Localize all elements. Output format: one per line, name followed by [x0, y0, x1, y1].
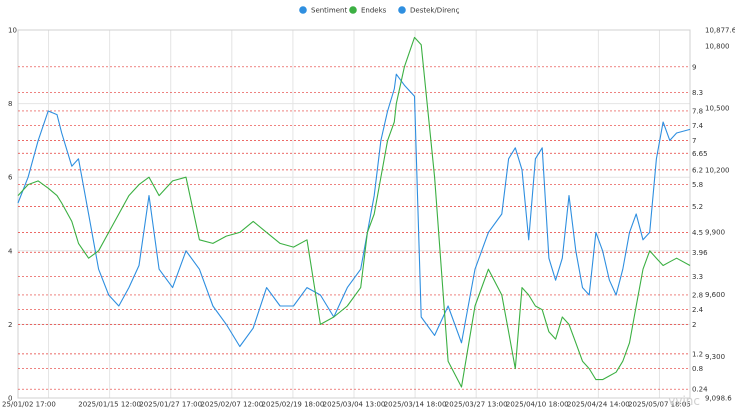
axes: 0 2 4 6 8 10 0.24 0.8 1.2 2 2.4 2.8 3.3 3.96 4.5 5.2 5.8…: [2, 27, 735, 408]
x-tick: 2025/04/10 18:00: [506, 401, 569, 408]
x-tick: 2025/02/07 12:00: [200, 401, 263, 408]
sr-label: 4.5: [692, 229, 703, 237]
y-left-tick: 8: [8, 100, 12, 108]
legend-marker-1[interactable]: [349, 6, 357, 14]
sr-label: 3.96: [692, 249, 708, 257]
sr-label: 2.4: [692, 306, 704, 314]
series-line-endeks: [17, 36, 691, 388]
legend[interactable]: Sentiment Endeks Destek/Direnç: [299, 6, 460, 15]
x-tick: 2025/01/27 17:00: [139, 401, 202, 408]
sr-label: 0.24: [692, 386, 708, 394]
y-left-tick: 10: [8, 27, 17, 35]
y-right-tick: 10,200: [705, 167, 730, 175]
sr-label: 5.8: [692, 181, 703, 189]
sr-label: 9: [692, 63, 696, 71]
y-right-tick: 9,098.6: [705, 395, 732, 403]
y-left-tick: 2: [8, 321, 12, 329]
legend-label-1[interactable]: Endeks: [361, 7, 387, 15]
support-resistance-lines: [18, 66, 690, 390]
plot-frame: [17, 29, 691, 399]
x-tick: 2025/03/04 13:00: [323, 401, 386, 408]
x-tick: 2025/02/19 18:00: [262, 401, 325, 408]
legend-label-0[interactable]: Sentiment: [311, 7, 347, 15]
x-tick: 2025/03/27 13:00: [445, 401, 508, 408]
y-right-tick: 9,600: [705, 291, 725, 299]
legend-marker-0[interactable]: [299, 6, 307, 14]
sr-label: 3.3: [692, 273, 703, 281]
sr-label: 7: [692, 137, 696, 145]
legend-label-2[interactable]: Destek/Direnç: [410, 7, 460, 15]
y-left-tick: 6: [8, 174, 13, 182]
x-tick: 2025/05/07 18:05: [628, 401, 691, 408]
x-tick: 2025/04/24 14:00: [567, 401, 630, 408]
series-layer: [17, 36, 691, 388]
y-left-tick: 4: [8, 247, 13, 255]
sr-label: 5.2: [692, 203, 703, 211]
y-left-tick: 0: [8, 395, 12, 403]
y-right-tick: 10,877.68: [705, 27, 735, 35]
y-right-tick: 9,900: [705, 229, 725, 237]
sr-label: 2.8: [692, 291, 703, 299]
sr-label: 7.8: [692, 107, 703, 115]
sr-label: 7.4: [692, 122, 704, 130]
y-right-tick: 10,800: [705, 43, 730, 51]
x-tick: 25/01/02 17:00: [2, 401, 56, 408]
legend-marker-2[interactable]: [398, 6, 406, 14]
sr-label: 8.3: [692, 89, 703, 97]
watermark-text: vvinc: [668, 394, 700, 408]
sr-label: 2: [692, 321, 696, 329]
y-right-tick: 10,500: [705, 105, 730, 113]
sr-label: 6.2: [692, 166, 703, 174]
series-line-sentiment: [17, 73, 691, 348]
sr-label: 6.65: [692, 150, 708, 158]
sr-label: 1.2: [692, 350, 703, 358]
x-tick: 2025/03/14 18:00: [384, 401, 447, 408]
x-tick: 2025/01/15 12:00: [78, 401, 141, 408]
sr-label: 0.8: [692, 365, 703, 373]
y-right-tick: 9,300: [705, 353, 725, 361]
